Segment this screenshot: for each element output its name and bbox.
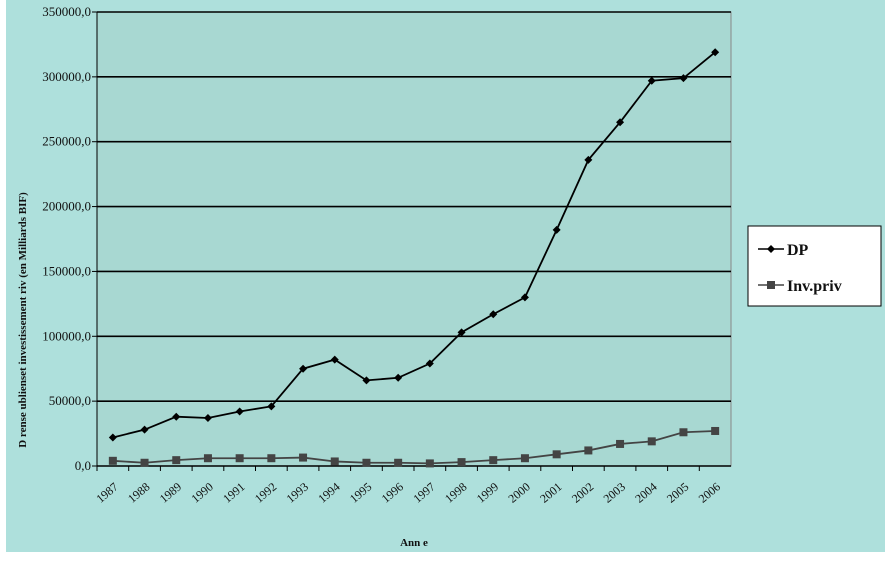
- x-tick-label: 2006: [696, 480, 723, 506]
- y-tick-label: 0,0: [75, 458, 91, 473]
- y-axis-title: D rense ublienset investissement riv (en…: [17, 192, 29, 448]
- inv-priv-point: [552, 450, 561, 459]
- x-tick-label: 2004: [632, 480, 659, 506]
- y-tick-label: 50000,0: [49, 393, 91, 408]
- dp-point: [172, 412, 181, 421]
- inv-priv-point: [235, 454, 244, 463]
- x-tick-label: 1987: [93, 480, 120, 506]
- inv-priv-point: [584, 446, 593, 455]
- x-tick-label: 2001: [537, 480, 564, 506]
- dp-point: [711, 48, 720, 57]
- dp-point: [267, 402, 276, 411]
- inv-priv-point: [425, 459, 434, 468]
- plot-area: [96, 11, 732, 467]
- dp-point: [362, 376, 371, 385]
- inv-priv-point: [330, 457, 339, 466]
- y-tick-label: 150000,0: [42, 263, 91, 278]
- dp-point: [679, 74, 688, 83]
- inv-priv-point: [457, 458, 466, 467]
- inv-priv-point: [267, 454, 276, 463]
- inv-priv-point: [299, 453, 308, 462]
- y-tick-label: 250000,0: [42, 134, 91, 149]
- inv-priv-point: [108, 456, 117, 465]
- dp-point: [235, 407, 244, 416]
- series-line-dp: [112, 51, 716, 439]
- dp-point: [520, 293, 529, 302]
- inv-priv-point: [489, 456, 498, 465]
- y-tick-label: 350000,0: [42, 4, 91, 19]
- x-tick-label: 1993: [284, 480, 311, 506]
- dp-point: [394, 373, 403, 382]
- x-tick-label: 1994: [315, 480, 342, 506]
- x-tick-label: 2002: [569, 480, 596, 506]
- inv-priv-point: [362, 458, 371, 467]
- dp-point: [425, 359, 434, 368]
- inv-priv-point: [520, 454, 529, 463]
- x-tick-label: 1991: [220, 480, 247, 506]
- x-tick-label: 1996: [379, 480, 406, 506]
- legend-dp-marker: [767, 245, 775, 253]
- dp-point: [647, 76, 656, 85]
- legend-dp-label: DP: [787, 242, 809, 259]
- inv-priv-point: [172, 456, 181, 465]
- x-tick-label: 1995: [347, 480, 374, 506]
- legend-invpriv-label: Inv.priv: [787, 278, 842, 295]
- y-tick-label: 200000,0: [42, 199, 91, 214]
- y-tick-label: 300000,0: [42, 69, 91, 84]
- x-tick-label: 1999: [474, 480, 501, 506]
- inv-priv-point: [616, 439, 625, 448]
- x-axis-title: Ann e: [400, 537, 428, 549]
- x-tick-label: 2000: [505, 480, 532, 506]
- x-tick-label: 2003: [601, 480, 628, 506]
- y-tick-label: 100000,0: [42, 328, 91, 343]
- inv-priv-point: [711, 426, 720, 435]
- dp-point: [140, 425, 149, 434]
- x-tick-label: 1997: [410, 480, 437, 506]
- x-tick-label: 1992: [252, 480, 279, 506]
- inv-priv-point: [140, 458, 149, 467]
- dp-point: [108, 433, 117, 442]
- dp-point: [457, 328, 466, 337]
- line-chart: 0,0 50000,0 100000,0 150000,0 200000,0 250000…: [17, 4, 882, 549]
- dp-point: [489, 310, 498, 319]
- legend: DP Inv.priv: [747, 225, 882, 307]
- x-tick-label: 1988: [125, 480, 152, 506]
- legend-box: [747, 225, 882, 307]
- inv-priv-point: [394, 458, 403, 467]
- x-tick-label: 1990: [188, 480, 215, 506]
- x-tick-label: 2005: [664, 480, 691, 506]
- inv-priv-point: [679, 428, 688, 437]
- inv-priv-point: [647, 437, 656, 446]
- dp-point: [616, 118, 625, 127]
- dp-point: [552, 225, 561, 234]
- dp-point: [330, 355, 339, 364]
- legend-invpriv-marker: [767, 281, 775, 289]
- x-tick-label: 1998: [442, 480, 469, 506]
- inv-priv-point: [203, 454, 212, 463]
- chart-area: 0,0 50000,0 100000,0 150000,0 200000,0 250000…: [6, 0, 885, 552]
- dp-point: [584, 155, 593, 164]
- x-tick-label: 1989: [157, 480, 184, 506]
- series-line-inv-priv: [112, 430, 716, 465]
- dp-point: [203, 414, 212, 423]
- dp-point: [299, 364, 308, 373]
